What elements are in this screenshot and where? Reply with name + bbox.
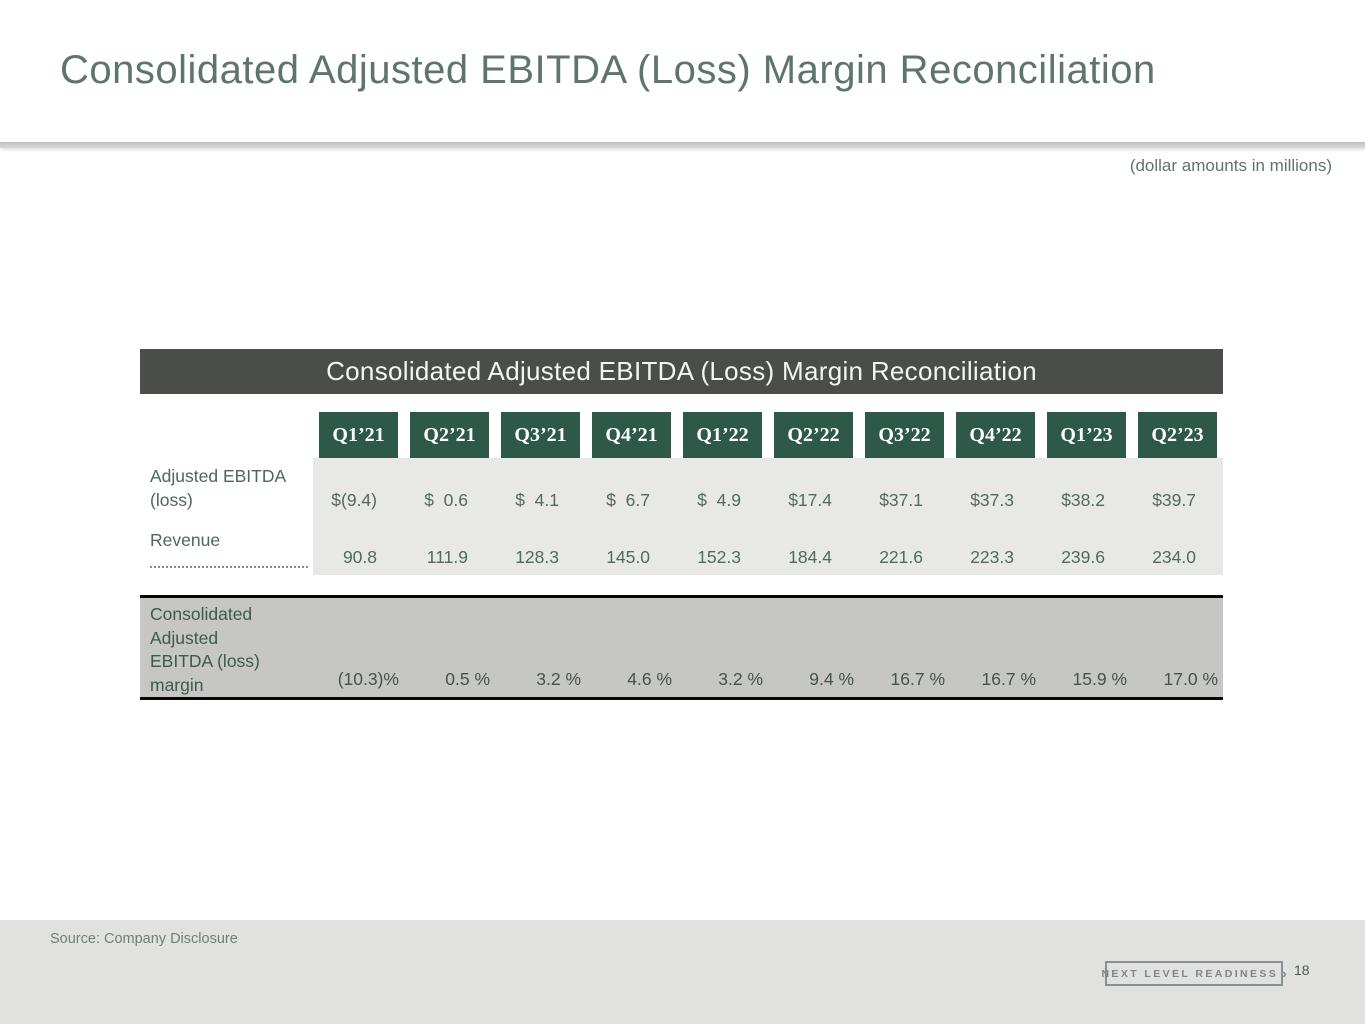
- value-cell: 152.3: [677, 518, 768, 575]
- quarter-header: Q3’21: [495, 412, 586, 458]
- value-cell: 145.0: [586, 518, 677, 575]
- margin-value-cell: (10.3)%: [337, 669, 399, 689]
- value-cell: $38.2: [1041, 458, 1132, 518]
- reconciliation-table: Consolidated Adjusted EBITDA (Loss) Marg…: [140, 349, 1223, 700]
- value-cell: $ 4.9: [677, 458, 768, 518]
- value-cell: 128.3: [495, 518, 586, 575]
- margin-value-cell: 17.0 %: [1163, 669, 1218, 689]
- value-cell: 184.4: [768, 518, 859, 575]
- margin-value-cell: 4.6 %: [627, 669, 672, 689]
- margin-value-cell: 16.7 %: [981, 669, 1036, 689]
- page-number: 18: [1294, 962, 1310, 978]
- quarter-header-row: Q1’21 Q2’21 Q3’21 Q4’21 Q1’22 Q2’22 Q3’2…: [140, 412, 1223, 458]
- quarter-header: Q1’23: [1041, 412, 1132, 458]
- quarter-header: Q1’22: [677, 412, 768, 458]
- value-cell: $(9.4): [313, 458, 404, 518]
- value-cell: 223.3: [950, 518, 1041, 575]
- value-cell: $37.1: [859, 458, 950, 518]
- next-level-readiness-logo: NEXT LEVEL READINESS ›: [1101, 961, 1287, 986]
- chevron-right-icon: ›: [1282, 966, 1287, 981]
- quarter-header: Q4’21: [586, 412, 677, 458]
- label-underline-dotted: [150, 566, 308, 568]
- margin-row-band: Consolidated Adjusted EBITDA (loss) marg…: [140, 595, 1223, 700]
- value-cell: $ 6.7: [586, 458, 677, 518]
- logo-text: NEXT LEVEL READINESS: [1101, 967, 1279, 980]
- value-cell: 234.0: [1132, 518, 1223, 575]
- quarter-header: Q3’22: [859, 412, 950, 458]
- margin-value-cell: 0.5 %: [445, 669, 490, 689]
- slide-title: Consolidated Adjusted EBITDA (Loss) Marg…: [60, 48, 1156, 92]
- margin-value-cell: 3.2 %: [718, 669, 763, 689]
- margin-value-cell: 3.2 %: [536, 669, 581, 689]
- value-cell: $ 0.6: [404, 458, 495, 518]
- quarter-header: Q4’22: [950, 412, 1041, 458]
- value-cell: $39.7: [1132, 458, 1223, 518]
- margin-row-label: Consolidated Adjusted EBITDA (loss) marg…: [150, 604, 260, 695]
- value-cell: 111.9: [404, 518, 495, 575]
- footer-band: Source: Company Disclosure NEXT LEVEL RE…: [0, 920, 1365, 1024]
- title-divider: [0, 142, 1365, 148]
- adjusted-ebitda-row: Adjusted EBITDA (loss) $(9.4) $ 0.6 $ 4.…: [140, 458, 1223, 518]
- margin-value-cell: 15.9 %: [1072, 669, 1127, 689]
- quarter-header: Q2’22: [768, 412, 859, 458]
- units-note: (dollar amounts in millions): [1129, 156, 1332, 175]
- quarter-header: Q2’23: [1132, 412, 1223, 458]
- value-cell: $37.3: [950, 458, 1041, 518]
- quarter-header-spacer: [140, 412, 313, 458]
- quarter-header: Q2’21: [404, 412, 495, 458]
- value-cell: $17.4: [768, 458, 859, 518]
- quarter-header: Q1’21: [313, 412, 404, 458]
- value-cell: 239.6: [1041, 518, 1132, 575]
- row-label-revenue: Revenue: [140, 518, 313, 575]
- value-cell: 90.8: [313, 518, 404, 575]
- source-note: Source: Company Disclosure: [50, 931, 238, 947]
- table-title-bar: Consolidated Adjusted EBITDA (Loss) Marg…: [140, 349, 1223, 394]
- margin-value-cell: 16.7 %: [890, 669, 945, 689]
- value-cell: 221.6: [859, 518, 950, 575]
- value-cell: $ 4.1: [495, 458, 586, 518]
- revenue-row: Revenue 90.8 111.9 128.3 145.0 152.3 184…: [140, 518, 1223, 575]
- row-label-adjusted-ebitda: Adjusted EBITDA (loss): [140, 458, 313, 518]
- margin-value-cell: 9.4 %: [809, 669, 854, 689]
